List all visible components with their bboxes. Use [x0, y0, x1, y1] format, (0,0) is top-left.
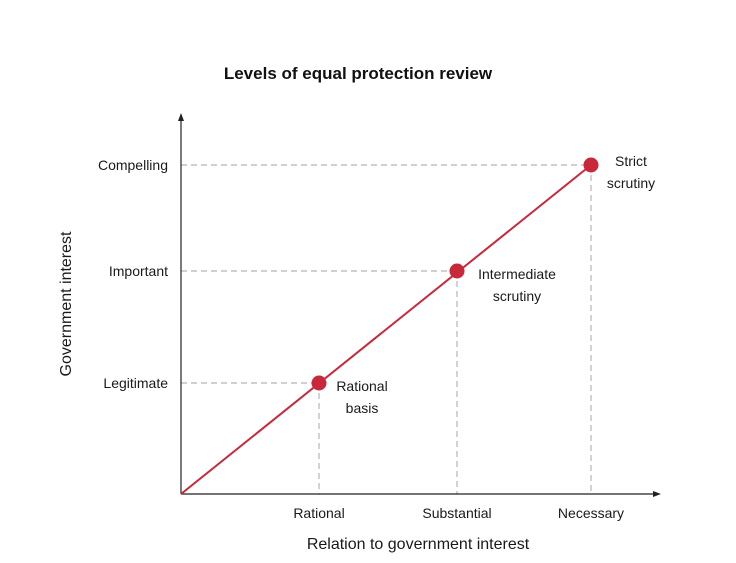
- y-axis-arrow: [178, 113, 184, 121]
- y-axis-label: Government interest: [58, 231, 75, 377]
- x-axis-label: Relation to government interest: [307, 536, 530, 553]
- y-tick-label: Important: [109, 263, 168, 279]
- tick-labels: Rational Substantial Necessary Legitimate Im…: [98, 157, 624, 521]
- x-tick-label: Rational: [293, 505, 344, 521]
- chart-title: Levels of equal protection review: [224, 64, 493, 83]
- series-layer: [180, 157, 599, 495]
- point-label-line: Strict: [615, 153, 647, 169]
- point-label-line: basis: [346, 400, 379, 416]
- x-axis-arrow: [653, 491, 661, 497]
- point-label-line: scrutiny: [607, 175, 655, 191]
- y-tick-label: Compelling: [98, 157, 168, 173]
- x-tick-label: Substantial: [422, 505, 491, 521]
- point-label-line: Rational: [336, 378, 387, 394]
- guide-lines: [181, 164, 592, 494]
- data-point-marker: [583, 157, 599, 173]
- point-labels: Rational basis Intermediate scrutiny Strict s…: [336, 153, 655, 416]
- point-label-line: Intermediate: [478, 266, 556, 282]
- data-point-marker: [449, 263, 465, 279]
- point-label-line: scrutiny: [493, 288, 541, 304]
- data-point-marker: [311, 375, 327, 391]
- x-tick-label: Necessary: [558, 505, 624, 521]
- y-tick-label: Legitimate: [103, 375, 168, 391]
- series-line: [180, 164, 592, 495]
